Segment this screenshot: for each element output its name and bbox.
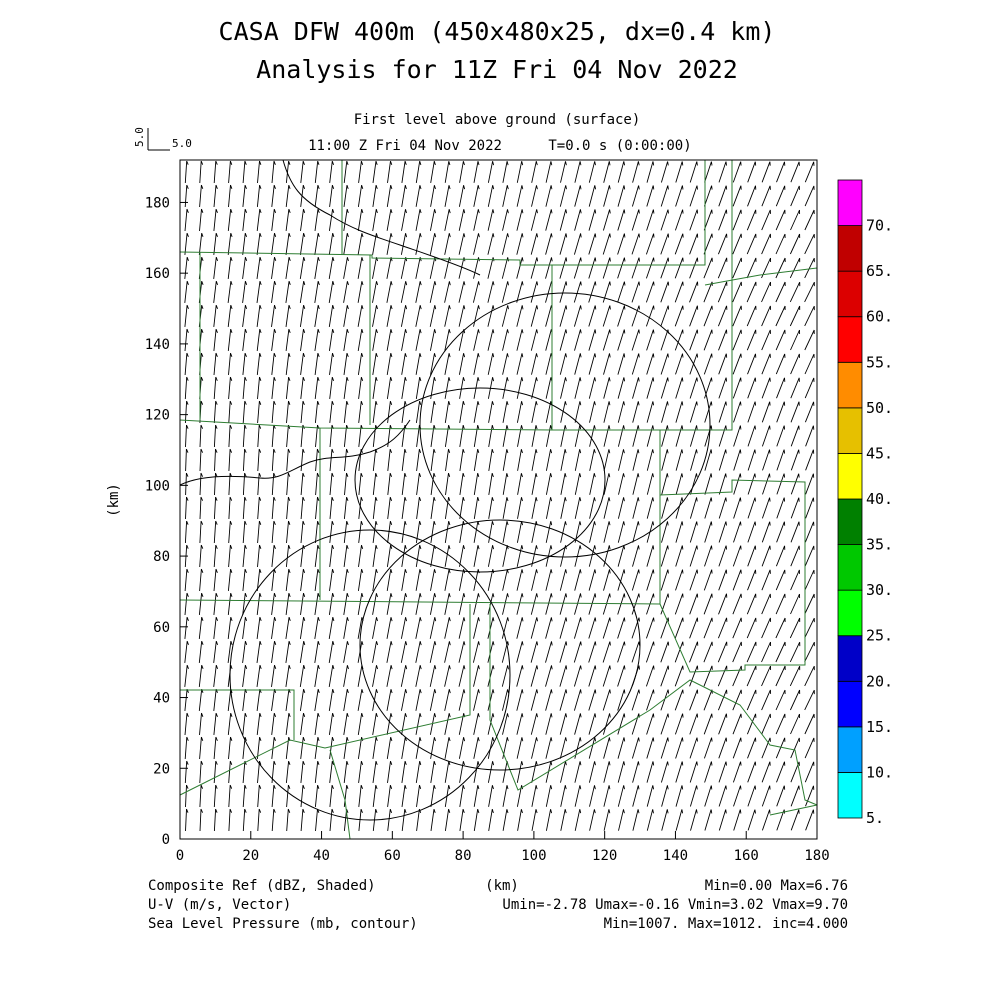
colorbar-swatch [837, 680, 863, 728]
colorbar-level-label: 50. [866, 399, 893, 417]
x-axis-label: (km) [485, 878, 519, 894]
colorbar-level-label: 25. [866, 627, 893, 645]
x-tick-label: 80 [455, 848, 472, 864]
x-tick-label: 100 [521, 848, 546, 864]
y-tick-label: 100 [145, 478, 170, 494]
colorbar-swatch [837, 407, 863, 454]
colorbar-swatch [837, 270, 863, 318]
colorbar-swatch [837, 544, 863, 591]
colorbar-level-label: 15. [866, 718, 893, 736]
figure-title: CASA DFW 400m (450x480x25, dx=0.4 km) [219, 17, 776, 46]
plot-area [179, 159, 818, 840]
y-tick-label: 60 [153, 620, 170, 636]
axis-ticks [179, 201, 818, 840]
colorbar: 5. 10. 15. 20. 25. 30. 35. 40. 45. 50. 55. 60. 65. 70… [837, 179, 893, 827]
colorbar-level-label: 45. [866, 444, 893, 462]
colorbar-level-label: 40. [866, 490, 893, 508]
colorbar-level-label: 70. [866, 217, 893, 235]
county-boundaries [179, 160, 818, 840]
y-axis-label: (km) [106, 483, 122, 517]
colorbar-level-label: 20. [866, 672, 893, 690]
level-label: First level above ground (surface) [354, 112, 641, 128]
y-tick-label: 120 [145, 408, 170, 424]
colorbar-level-label: 60. [866, 308, 893, 326]
x-tick-label: 60 [384, 848, 401, 864]
pressure-contours [179, 159, 711, 821]
colorbar-swatch [837, 225, 863, 272]
footer-wind-range: Umin=-2.78 Umax=-0.16 Vmin=3.02 Vmax=9.7… [502, 897, 848, 913]
colorbar-swatch [837, 361, 863, 409]
colorbar-swatch [837, 772, 863, 819]
colorbar-swatch [837, 726, 863, 773]
colorbar-swatch [837, 453, 863, 500]
colorbar-swatch [837, 635, 863, 682]
colorbar-swatch [837, 589, 863, 637]
time-stamp: T=0.0 s (0:00:00) [548, 138, 691, 154]
y-tick-label: 20 [153, 761, 170, 777]
x-tick-label: 120 [592, 848, 617, 864]
x-tick-label: 20 [242, 848, 259, 864]
x-tick-label: 40 [313, 848, 330, 864]
valid-time: 11:00 Z Fri 04 Nov 2022 [308, 138, 502, 154]
footer-reflectivity-range: Min=0.00 Max=6.76 [705, 878, 848, 894]
y-tick-label: 180 [145, 195, 170, 211]
footer-pressure-label: Sea Level Pressure (mb, contour) [148, 916, 418, 932]
figure-subtitle: Analysis for 11Z Fri 04 Nov 2022 [256, 55, 738, 84]
reference-vector: 5.0 5.0 [133, 127, 192, 151]
y-tick-label: 40 [153, 691, 170, 707]
footer-reflectivity-label: Composite Ref (dBZ, Shaded) [148, 878, 376, 894]
reference-vector-label-vertical: 5.0 [133, 127, 146, 147]
footer-wind-label: U-V (m/s, Vector) [148, 897, 291, 913]
colorbar-level-label: 30. [866, 581, 893, 599]
y-axis-tick-labels: 0 20 40 60 80 100 120 140 160 180 [145, 195, 170, 848]
colorbar-swatch [837, 498, 863, 545]
colorbar-level-label: 65. [866, 262, 893, 280]
x-tick-label: 140 [663, 848, 688, 864]
y-tick-label: 80 [153, 549, 170, 565]
y-tick-label: 160 [145, 266, 170, 282]
colorbar-level-label: 5. [866, 809, 884, 827]
y-tick-label: 0 [162, 832, 170, 848]
colorbar-swatch [837, 179, 863, 226]
y-tick-label: 140 [145, 337, 170, 353]
colorbar-level-label: 35. [866, 536, 893, 554]
x-tick-label: 0 [176, 848, 184, 864]
x-tick-label: 160 [734, 848, 759, 864]
colorbar-swatch [837, 316, 863, 363]
footer-pressure-range: Min=1007. Max=1012. inc=4.000 [604, 916, 848, 932]
x-axis-tick-labels: 0 20 40 60 80 100 120 140 160 180 [176, 848, 830, 864]
reference-vector-label: 5.0 [172, 137, 192, 150]
x-tick-label: 180 [804, 848, 829, 864]
colorbar-level-label: 55. [866, 353, 893, 371]
colorbar-level-label: 10. [866, 763, 893, 781]
